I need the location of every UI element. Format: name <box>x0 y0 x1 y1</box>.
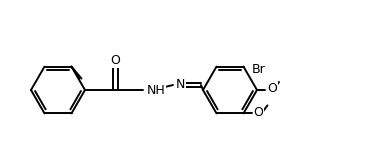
Text: O: O <box>110 55 120 67</box>
Text: N: N <box>176 79 185 91</box>
Text: O: O <box>267 83 277 95</box>
Text: O: O <box>253 106 263 119</box>
Text: NH: NH <box>147 85 166 97</box>
Text: Br: Br <box>251 63 265 76</box>
